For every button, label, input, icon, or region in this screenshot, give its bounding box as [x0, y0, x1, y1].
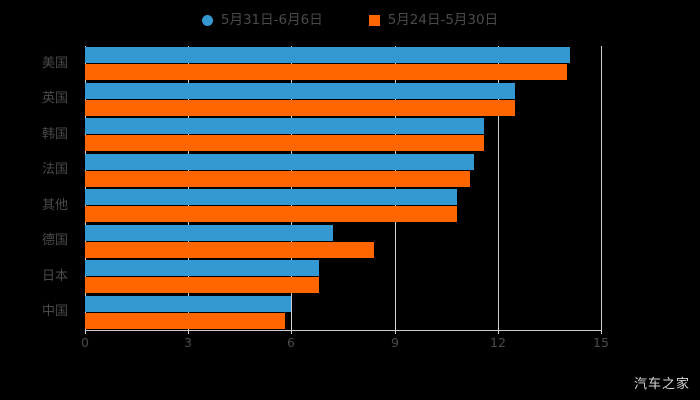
legend-label-series-1: 5月31日-6月6日	[220, 12, 323, 28]
legend-item-series-2[interactable]: 5月24日-5月30日	[368, 12, 499, 28]
x-axis: 0 3 6 9 12 15	[81, 330, 609, 358]
x-axis-tick-mark	[188, 330, 189, 334]
x-axis-tick-label: 12	[490, 335, 506, 350]
gridlines	[85, 46, 602, 330]
gridline	[85, 46, 86, 330]
gridline	[395, 46, 396, 330]
bar-series-1[interactable]	[85, 118, 484, 135]
y-axis-label: 韩国	[41, 126, 68, 142]
x-axis-line	[85, 330, 602, 331]
y-axis-label: 英国	[41, 91, 68, 107]
x-axis-tick-label: 6	[287, 335, 295, 350]
gridline	[601, 46, 602, 330]
x-axis-tick-label: 0	[81, 335, 89, 350]
x-axis-tick-label: 9	[391, 335, 399, 350]
bar-series-1[interactable]	[85, 189, 457, 206]
bar-series-2[interactable]	[85, 99, 515, 116]
y-axis-label: 美国	[41, 55, 68, 71]
y-axis-label: 法国	[41, 162, 68, 178]
bar-series-container	[85, 46, 601, 330]
gridline	[188, 46, 189, 330]
circle-marker-icon	[201, 14, 213, 26]
bar-series-2[interactable]	[85, 170, 470, 187]
y-axis-label: 德国	[41, 233, 68, 249]
y-axis-label: 中国	[41, 304, 68, 320]
chart-legend: 5月31日-6月6日 5月24日-5月30日	[0, 8, 700, 32]
x-axis-tick-mark	[395, 330, 396, 334]
legend-label-series-2: 5月24日-5月30日	[387, 12, 499, 28]
bar-series-1[interactable]	[85, 224, 333, 241]
y-axis-labels: 美国英国韩国法国其他德国日本中国	[0, 46, 78, 330]
x-axis-tick-mark	[498, 330, 499, 334]
bar-series-2[interactable]	[85, 206, 457, 223]
bar-series-1[interactable]	[85, 295, 291, 312]
bar-series-1[interactable]	[85, 260, 319, 277]
bar-series-1[interactable]	[85, 47, 570, 64]
watermark: 汽车之家	[633, 377, 690, 392]
legend-item-series-1[interactable]: 5月31日-6月6日	[201, 12, 323, 28]
gridline	[291, 46, 292, 330]
bar-series-2[interactable]	[85, 277, 319, 294]
y-axis-label: 其他	[41, 197, 68, 213]
gridline	[498, 46, 499, 330]
bar-series-2[interactable]	[85, 135, 484, 152]
x-axis-tick-mark	[291, 330, 292, 334]
x-axis-tick-label: 15	[593, 335, 609, 350]
x-axis-tick-mark	[601, 330, 602, 334]
square-marker-icon	[368, 14, 380, 26]
bar-series-2[interactable]	[85, 312, 285, 329]
x-axis-tick-label: 3	[184, 335, 192, 350]
x-axis-tick-mark	[85, 330, 86, 334]
plot-area	[85, 46, 602, 330]
bar-series-2[interactable]	[85, 64, 567, 81]
bar-series-1[interactable]	[85, 82, 515, 99]
bar-series-1[interactable]	[85, 153, 474, 170]
y-axis-label: 日本	[41, 268, 68, 284]
bar-series-2[interactable]	[85, 241, 374, 258]
